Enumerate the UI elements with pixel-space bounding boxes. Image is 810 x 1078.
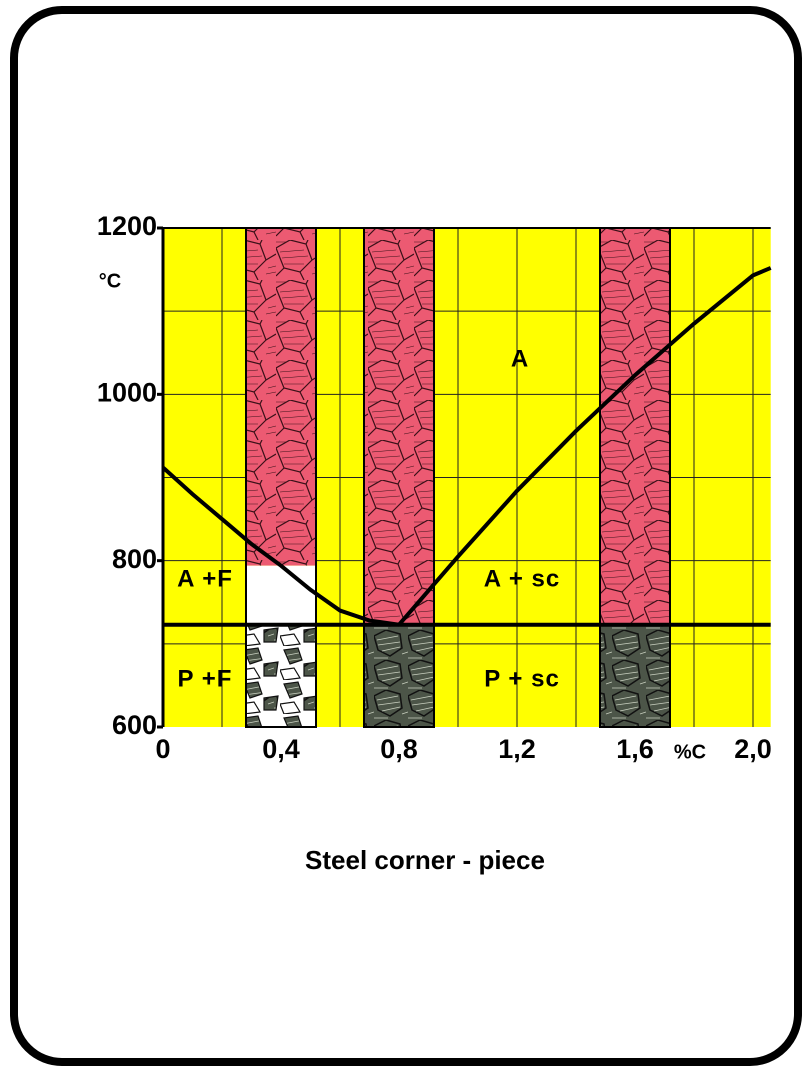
phase-line [397, 266, 772, 627]
x-tick-label: 0,4 [262, 734, 300, 764]
x-tick-label: 2,0 [734, 734, 772, 764]
austenite [600, 228, 670, 625]
y-tick-label: 1000 [97, 377, 157, 407]
region-label: A +F [177, 565, 233, 592]
region-label: A [511, 345, 529, 372]
pearlite [246, 624, 316, 727]
caption: Steel corner - piece [305, 845, 545, 875]
pearlite [364, 624, 434, 727]
pearlite [600, 624, 670, 727]
ferrite [246, 565, 316, 625]
region-label: A + sc [484, 565, 561, 592]
austenite [246, 228, 316, 566]
plot: 600 800 1000 1200 0 0,4 0,8 1,2 1,6 2,0 °C %C A A +F P… [97, 211, 772, 764]
y-tick-label: 600 [112, 710, 157, 740]
y-tick-label: 800 [112, 544, 157, 574]
microstructure-column [363, 227, 435, 728]
x-tick-label: 1,2 [498, 734, 536, 764]
region-label: P +F [178, 665, 233, 692]
x-tick-label: 0,8 [380, 734, 418, 764]
region-label: P + sc [484, 665, 560, 692]
austenite [364, 228, 434, 625]
y-unit: °C [99, 270, 121, 292]
x-tick-label: 0 [155, 734, 170, 764]
x-tick-label: 1,6 [616, 734, 654, 764]
phase-line [161, 466, 400, 627]
y-tick-label: 1200 [97, 211, 157, 241]
x-unit: %C [674, 741, 706, 763]
microstructure-column [599, 227, 671, 728]
microstructure-column [245, 227, 317, 728]
